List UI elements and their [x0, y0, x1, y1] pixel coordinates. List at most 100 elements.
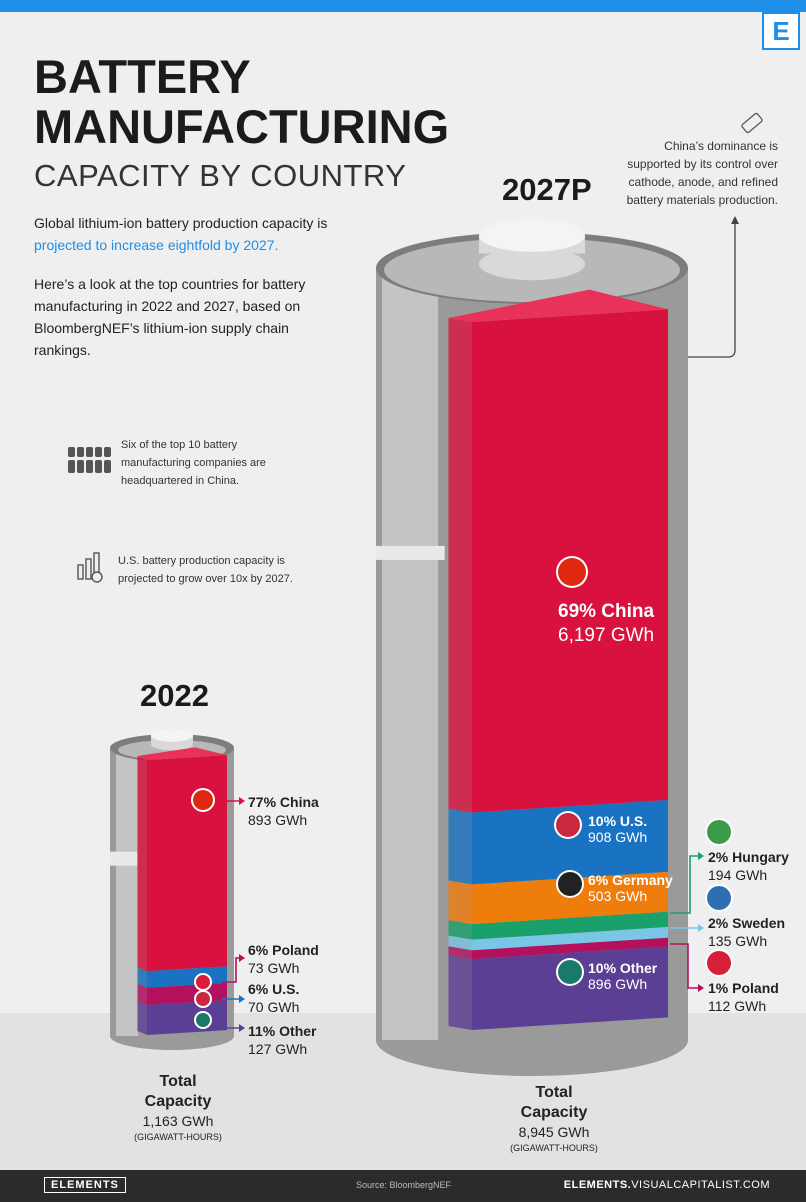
- fact-companies: Six of the top 10 battery manufacturing …: [121, 439, 266, 487]
- total-2027-line2: Capacity: [520, 1104, 588, 1121]
- bar-2027P-hungary-side: [448, 920, 472, 940]
- flag-us-icon: [556, 813, 580, 837]
- label-2027-us-gwh: 908 GWh: [588, 829, 648, 845]
- total-2022: Total Capacity 1,163 GWh (GIGAWATT-HOURS…: [118, 1072, 238, 1144]
- arrow-2027-sweden-head: [698, 924, 704, 932]
- bar-2027P-us: [472, 799, 668, 885]
- arrow-2027-poland-head: [698, 984, 704, 992]
- label-2027-poland-pct: 1% Poland: [708, 980, 779, 996]
- footer-source: Source: BloombergNEF: [356, 1180, 452, 1190]
- flag-china-icon: [193, 790, 213, 810]
- footer-site-rest: VISUALCAPITALIST.COM: [631, 1179, 770, 1191]
- intro-highlight: projected to increase eightfold by 2027.: [34, 237, 279, 253]
- intro-text-2: Here’s a look at the top countries for b…: [34, 276, 306, 358]
- battery-2022: [110, 729, 234, 1050]
- flag-us-icon: [196, 992, 210, 1006]
- bar-2022-china: [147, 755, 227, 972]
- label-2027-germany: 6% Germany 503 GWh: [588, 872, 673, 904]
- fact-us-growth: U.S. battery production capacity is proj…: [118, 555, 293, 585]
- battery-terminal-cap: [150, 729, 194, 742]
- label-2027-hungary: 2% Hungary 194 GWh: [708, 848, 789, 884]
- label-2027-hungary-gwh: 194 GWh: [708, 867, 768, 883]
- bar-2027P-poland: [472, 937, 668, 960]
- elements-logo-letter: E: [764, 14, 798, 48]
- flag-poland-icon: [707, 951, 731, 975]
- bar-2027P-other: [472, 946, 668, 1030]
- flag-hungary-icon: [707, 820, 731, 844]
- arrow-2022-china-head: [239, 797, 245, 805]
- label-2022-china-pct: 77% China: [248, 794, 319, 810]
- flag-poland-icon: [196, 975, 210, 989]
- flag-germany-icon: [558, 872, 582, 896]
- battery-shell-band: [110, 851, 138, 866]
- year-label-2022: 2022: [140, 678, 209, 713]
- bar-2027P-china-side: [448, 318, 472, 813]
- intro-text-a: Global lithium-ion battery production ca…: [34, 215, 328, 231]
- bar-2022-us-side: [137, 967, 147, 988]
- bar-2022-poland-side: [137, 983, 147, 1005]
- total-2022-line1: Total: [159, 1073, 197, 1090]
- battery-terminal-cap: [478, 219, 586, 252]
- label-2022-poland-pct: 6% Poland: [248, 942, 319, 958]
- label-2022-us-gwh: 70 GWh: [248, 999, 300, 1015]
- label-2027-china-gwh: 6,197 GWh: [558, 625, 655, 646]
- flag-other-icon: [558, 960, 582, 984]
- label-2022-other-gwh: 127 GWh: [248, 1041, 308, 1057]
- label-2027-us-pct: 10% U.S.: [588, 813, 648, 829]
- bar-2027P-poland-side: [448, 946, 472, 960]
- label-2027-poland-gwh: 112 GWh: [708, 998, 767, 1014]
- label-2027-germany-gwh: 503 GWh: [588, 888, 648, 904]
- label-2027-sweden-gwh: 135 GWh: [708, 933, 768, 949]
- year-label-2027: 2027P: [502, 172, 592, 207]
- battery-fill-top-face: [137, 747, 227, 760]
- title-line-2: MANUFACTURING: [34, 100, 450, 153]
- bar-2027P-germany-side: [448, 880, 472, 925]
- page-subtitle: CAPACITY BY COUNTRY: [34, 158, 407, 193]
- label-2022-us-pct: 6% U.S.: [248, 981, 300, 997]
- label-2027-germany-pct: 6% Germany: [588, 872, 673, 888]
- footer-brand: ELEMENTS: [44, 1177, 126, 1193]
- label-2022-other: 11% Other 127 GWh: [248, 1022, 316, 1058]
- label-2022-poland: 6% Poland 73 GWh: [248, 941, 319, 977]
- label-2027-sweden: 2% Sweden 135 GWh: [708, 914, 785, 950]
- arrow-2022-us-head: [239, 995, 245, 1003]
- battery-shell-band: [376, 545, 445, 560]
- arrow-2027-hungary-head: [698, 852, 704, 860]
- arrow-2027-hungary: [670, 855, 703, 914]
- china-dominance-note: China’s dominance is supported by its co…: [626, 139, 778, 207]
- total-2022-unit: (GIGAWATT-HOURS): [134, 1132, 222, 1142]
- label-2027-hungary-pct: 2% Hungary: [708, 849, 789, 865]
- intro-text: Global lithium-ion battery production ca…: [34, 212, 364, 256]
- label-2027-china: 69% China 6,197 GWh: [558, 600, 654, 648]
- flag-sweden-icon: [707, 886, 731, 910]
- title-line-1: BATTERY: [34, 50, 251, 103]
- total-2022-line2: Capacity: [144, 1093, 212, 1110]
- battery-shell-highlight: [382, 268, 439, 1040]
- bar-2027P-hungary: [472, 911, 668, 940]
- bar-2022-other-side: [137, 1000, 147, 1035]
- label-2027-other: 10% Other 896 GWh: [588, 960, 657, 992]
- battery-shell-highlight: [116, 748, 139, 1036]
- label-2022-china: 77% China 893 GWh: [248, 793, 319, 829]
- label-2027-sweden-pct: 2% Sweden: [708, 915, 786, 931]
- total-2027-value: 8,945 GWh: [518, 1124, 590, 1140]
- footer-site-link[interactable]: ELEMENTS.VISUALCAPITALIST.COM: [564, 1179, 770, 1191]
- label-2027-us: 10% U.S. 908 GWh: [588, 813, 647, 845]
- label-2022-other-pct: 11% Other: [248, 1023, 317, 1039]
- elements-logo-badge: E: [762, 12, 800, 50]
- flag-other-icon: [196, 1013, 210, 1027]
- page-title: BATTERY MANUFACTURING: [34, 52, 449, 152]
- bar-2027P-sweden-side: [448, 935, 472, 951]
- label-2022-china-gwh: 893 GWh: [248, 812, 308, 828]
- arrow-2027-poland: [670, 943, 703, 989]
- label-2027-poland: 1% Poland 112 GWh: [708, 979, 779, 1015]
- total-2027-unit: (GIGAWATT-HOURS): [510, 1143, 598, 1153]
- label-2022-us: 6% U.S. 70 GWh: [248, 980, 299, 1016]
- bar-2022-other: [147, 1000, 227, 1035]
- total-2027-line1: Total: [535, 1084, 573, 1101]
- bar-2022-china-side: [137, 756, 147, 972]
- total-2027: Total Capacity 8,945 GWh (GIGAWATT-HOURS…: [494, 1083, 614, 1155]
- flag-china-icon: [558, 558, 586, 586]
- battery-terminal: [478, 247, 586, 281]
